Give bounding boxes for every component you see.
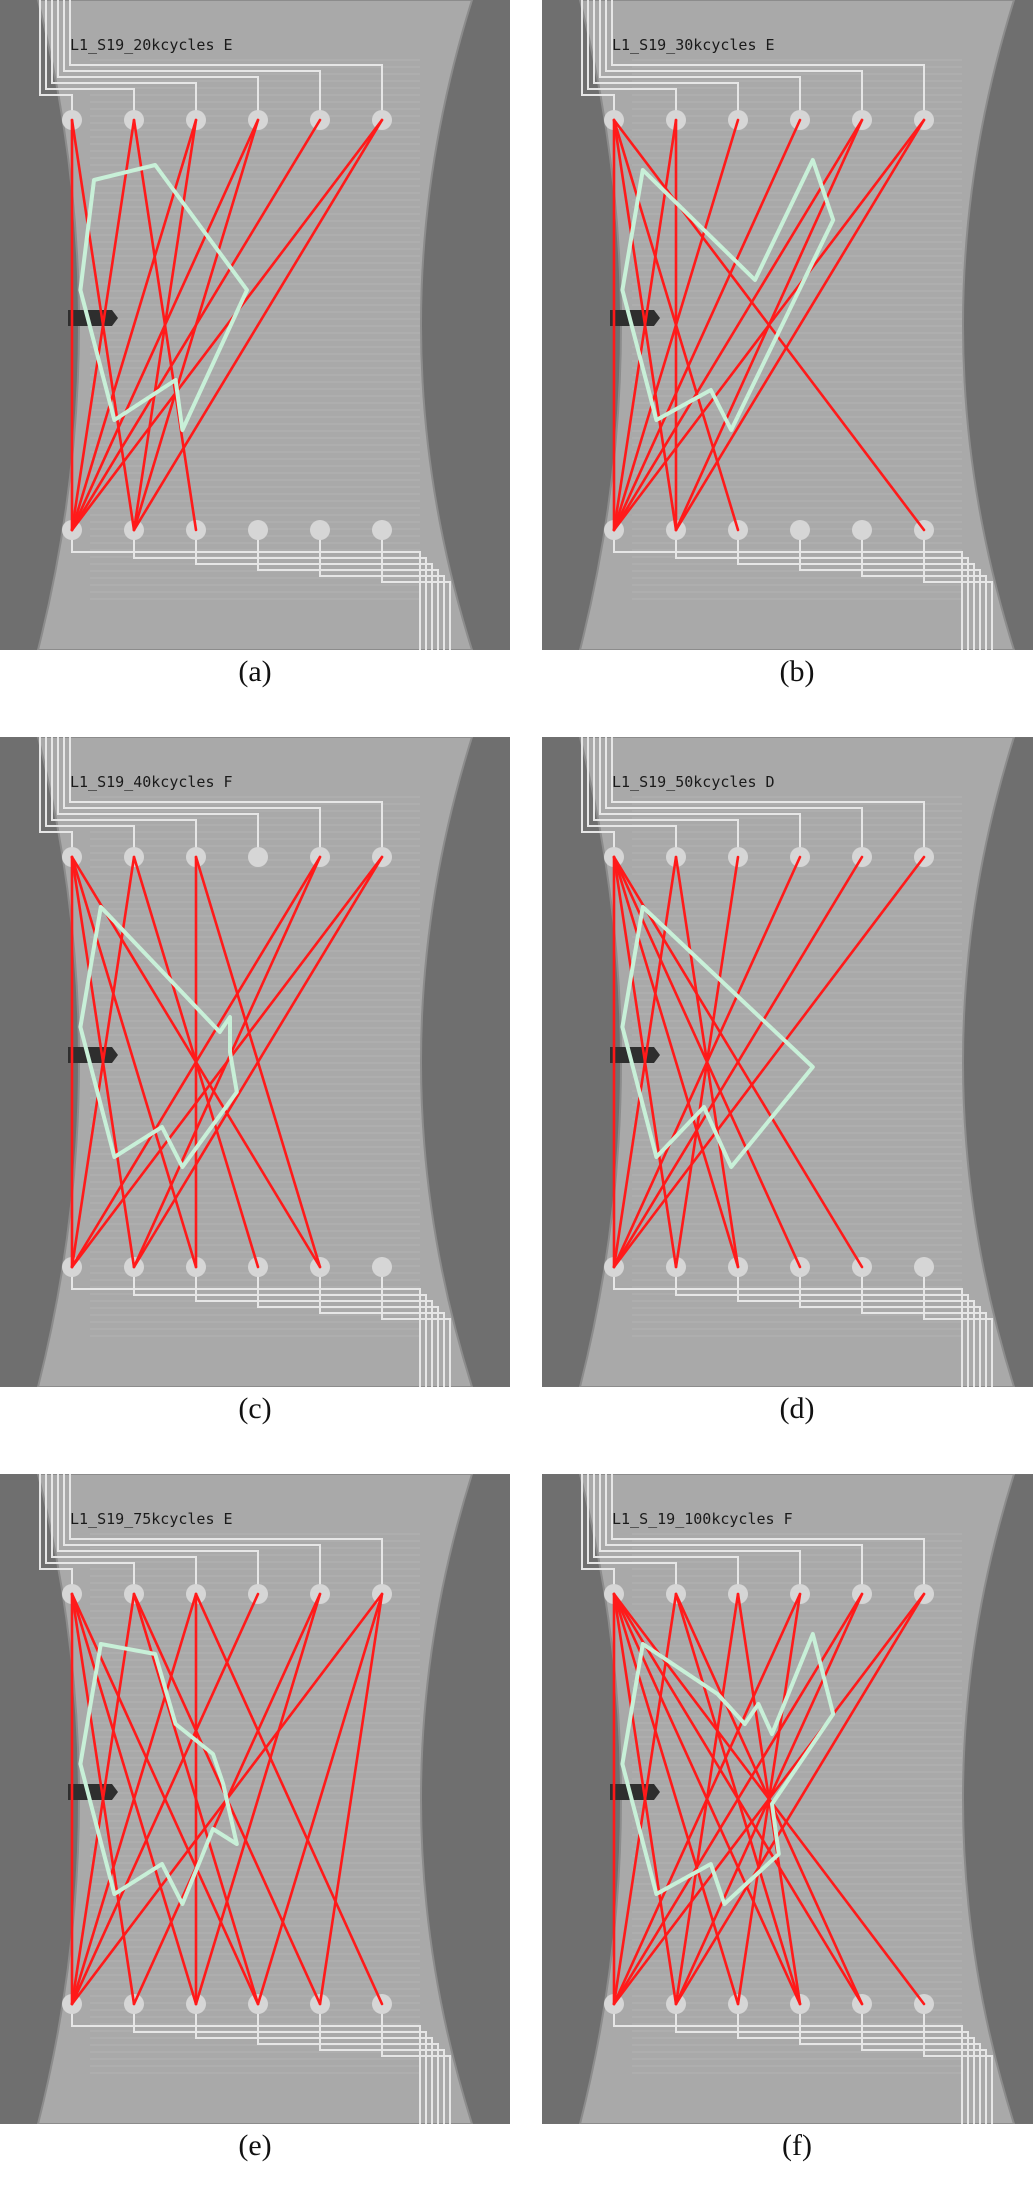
sensing-path xyxy=(612,118,802,532)
specimen-image: L1_S19_40kcycles F xyxy=(0,737,510,1387)
damage-outline xyxy=(620,1632,836,1906)
panel-caption: (a) xyxy=(238,655,272,688)
sensing-path xyxy=(612,855,678,1269)
specimen-image: L1_S19_20kcycles E xyxy=(0,0,510,650)
sensing-path xyxy=(612,855,740,1269)
image-label: L1_S19_75kcycles E xyxy=(70,1510,233,1528)
damage-outline xyxy=(78,163,249,432)
panel-caption: (f) xyxy=(782,2129,812,2162)
sensing-path xyxy=(674,1592,926,2006)
specimen-image: L1_S_19_100kcycles F xyxy=(542,1474,1033,2124)
sensing-path xyxy=(70,118,198,532)
sensing-path xyxy=(612,1592,926,2006)
sensing-path xyxy=(674,118,926,532)
electrode-top-4 xyxy=(248,847,268,867)
damage-outline xyxy=(78,905,239,1169)
damage-outline xyxy=(620,158,836,432)
image-label: L1_S19_20kcycles E xyxy=(70,36,233,54)
sensing-path xyxy=(612,118,740,532)
sensing-path xyxy=(70,1592,198,2006)
panel-caption: (d) xyxy=(779,1392,815,1425)
sensing-path xyxy=(132,855,384,1269)
sensing-path xyxy=(70,1592,260,2006)
sensing-path xyxy=(194,1592,322,2006)
panel-d: L1_S19_50kcycles D (d) xyxy=(542,737,1033,1449)
sensing-path xyxy=(612,855,864,1269)
sensing-path xyxy=(70,118,322,532)
electrode-bottom-6 xyxy=(914,1257,934,1277)
sensing-path xyxy=(612,1592,802,2006)
sensing-path xyxy=(612,1592,678,2006)
sensing-path xyxy=(612,118,926,532)
sensing-path xyxy=(70,118,136,532)
specimen-image: L1_S19_50kcycles D xyxy=(542,737,1033,1387)
electrode-bottom-4 xyxy=(790,520,810,540)
damage-outline xyxy=(78,1642,239,1906)
sensing-path xyxy=(318,1592,384,2006)
sensing-path xyxy=(70,1592,136,2006)
image-label: L1_S_19_100kcycles F xyxy=(612,1510,793,1528)
image-label: L1_S19_30kcycles E xyxy=(612,36,775,54)
electrode-bottom-5 xyxy=(310,520,330,540)
sensing-path xyxy=(70,855,384,1269)
panel-caption: (e) xyxy=(238,2129,272,2162)
damage-outline xyxy=(620,905,815,1169)
sensing-path xyxy=(70,118,260,532)
electrode-bottom-6 xyxy=(372,1257,392,1277)
sensing-path xyxy=(70,118,384,532)
sensing-path xyxy=(70,855,136,1269)
sensing-path xyxy=(612,855,926,1269)
panel-caption: (b) xyxy=(779,655,815,688)
electrode-bottom-4 xyxy=(248,520,268,540)
image-label: L1_S19_50kcycles D xyxy=(612,773,775,791)
sensing-path xyxy=(132,118,384,532)
sensing-path xyxy=(612,118,678,532)
sensing-path xyxy=(612,855,802,1269)
image-label: L1_S19_40kcycles F xyxy=(70,773,233,791)
panel-e: L1_S19_75kcycles E (e) xyxy=(0,1474,510,2186)
specimen-image: L1_S19_30kcycles E xyxy=(542,0,1033,650)
electrode-bottom-6 xyxy=(372,520,392,540)
sensing-path xyxy=(256,1592,384,2006)
electrode-bottom-5 xyxy=(852,520,872,540)
panel-f: L1_S_19_100kcycles F (f) xyxy=(542,1474,1033,2186)
panel-caption: (c) xyxy=(238,1392,272,1425)
panel-c: L1_S19_40kcycles F (c) xyxy=(0,737,510,1449)
panel-a: L1_S19_20kcycles E (a) xyxy=(0,0,510,712)
sensing-path xyxy=(70,855,322,1269)
panel-b: L1_S19_30kcycles E (b) xyxy=(542,0,1033,712)
specimen-image: L1_S19_75kcycles E xyxy=(0,1474,510,2124)
